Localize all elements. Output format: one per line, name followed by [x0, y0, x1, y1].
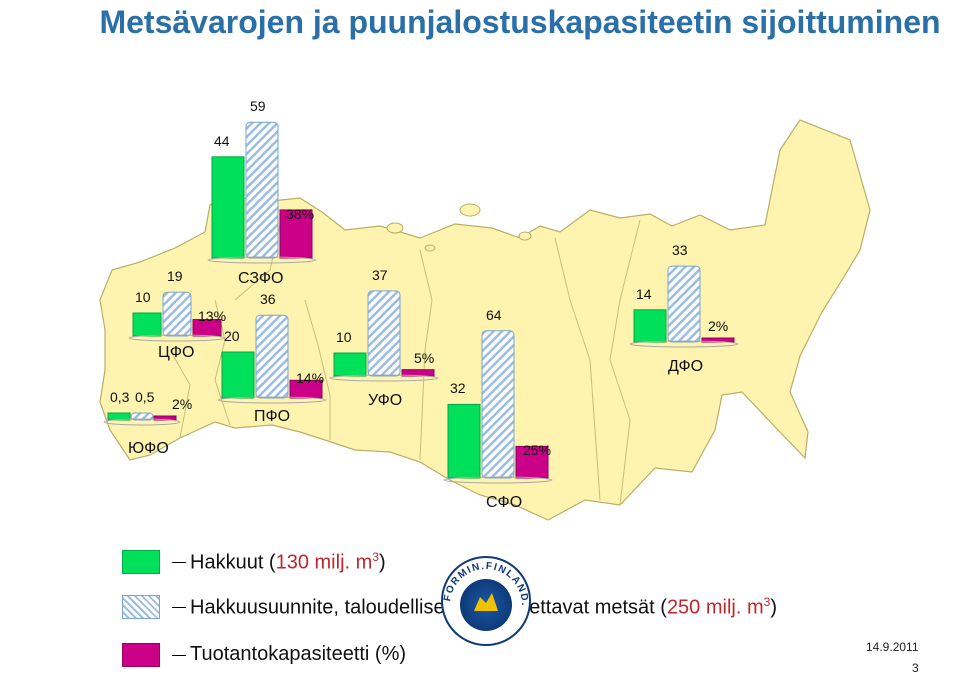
footer-date: 14.9.2011: [866, 640, 919, 654]
value-label-hakkuusuunnite: 59: [250, 98, 266, 115]
value-label-hakkuut: 10: [336, 329, 352, 345]
value-label-hakkuut: 0,3: [110, 389, 130, 405]
region-label: ЮФО: [128, 440, 169, 457]
bar-hakkuut: [333, 352, 367, 377]
district-border: [169, 349, 191, 439]
value-label-tuotantokapasiteetti: 25%: [523, 442, 552, 458]
bar-hakkuusuunnite: [162, 291, 192, 337]
value-label-tuotantokapasiteetti: 2%: [708, 318, 729, 334]
value-label-tuotantokapasiteetti: 14%: [296, 370, 325, 386]
district-border: [554, 237, 601, 501]
region-label: СФО: [486, 494, 523, 511]
bar-hakkuusuunnite: [255, 314, 289, 399]
value-label-hakkuusuunnite: 19: [167, 268, 183, 285]
legend-swatch-hatched: [122, 595, 160, 619]
legend-swatch-magenta: [122, 643, 160, 667]
bar-hakkuut: [132, 312, 162, 337]
value-label-hakkuusuunnite: 36: [260, 291, 276, 308]
value-label-tuotantokapasiteetti: 5%: [414, 350, 435, 366]
legend-leader: [172, 562, 186, 563]
bar-base: [128, 334, 226, 342]
district-border: [419, 249, 433, 461]
value-label-tuotantokapasiteetti: 2%: [172, 396, 193, 412]
page-title: Metsävarojen ja puunjalostuskapasiteetin…: [99, 4, 941, 40]
bar-hakkuusuunnite: [367, 290, 401, 377]
value-label-hakkuut: 20: [224, 328, 240, 344]
island-shape: [459, 203, 481, 217]
region-label: ДФО: [668, 358, 704, 375]
bar-base: [103, 418, 181, 426]
island-shape: [518, 231, 532, 241]
bar-hakkuut: [211, 156, 245, 259]
legend-item-hakkuusuunnite: [122, 595, 160, 619]
bar-hakkuusuunnite: [481, 330, 515, 479]
bar-hakkuusuunnite: [130, 412, 154, 421]
legend-swatch-green: [122, 550, 160, 574]
legend-item-tuotantokapasiteetti: [122, 643, 160, 667]
legend-label-hakkuut: Hakkuut (130 milj. m3): [190, 550, 386, 574]
value-label-hakkuusuunnite: 33: [672, 242, 688, 259]
bar-tuotantokapasiteetti: [279, 209, 313, 259]
district-border: [304, 299, 331, 440]
value-label-hakkuut: 14: [636, 285, 652, 302]
bar-base: [217, 396, 327, 404]
bar-hakkuut: [633, 309, 667, 343]
value-label-tuotantokapasiteetti: 38%: [286, 206, 315, 222]
formin-finland-logo: FORMIN.FINLAND.FI: [440, 555, 531, 646]
value-label-hakkuut: 44: [214, 132, 230, 149]
region-label: СЗФО: [238, 270, 284, 287]
district-border: [609, 219, 641, 506]
region-label: ПФО: [254, 408, 291, 425]
bar-base: [207, 256, 317, 264]
bar-hakkuusuunnite: [667, 265, 701, 343]
bar-base: [329, 374, 439, 382]
legend-label-hakkuusuunnite: Hakkuusuunnite, taloudellisesti saavutet…: [190, 595, 777, 619]
bar-hakkuut: [221, 351, 255, 399]
bar-hakkuusuunnite: [245, 121, 279, 259]
value-label-hakkuusuunnite: 37: [372, 266, 388, 283]
bar-hakkuut: [447, 403, 481, 479]
bar-base: [443, 476, 553, 484]
legend-leader: [172, 655, 186, 656]
legend-item-hakkuut: [122, 550, 160, 574]
value-label-hakkuusuunnite: 0,5: [135, 389, 155, 405]
region-label: УФО: [368, 392, 403, 409]
bar-base: [629, 340, 739, 348]
island-shape: [424, 244, 436, 252]
value-label-hakkuusuunnite: 64: [486, 306, 502, 323]
region-label: ЦФО: [158, 344, 195, 361]
value-label-hakkuut: 10: [135, 289, 151, 305]
island-shape: [386, 222, 404, 234]
footer-page-number: 3: [912, 661, 919, 675]
value-label-hakkuut: 32: [450, 380, 466, 397]
value-label-tuotantokapasiteetti: 13%: [198, 308, 227, 324]
legend-label-tuotantokapasiteetti: Tuotantokapasiteetti (%): [190, 643, 407, 665]
legend-leader: [172, 607, 186, 608]
